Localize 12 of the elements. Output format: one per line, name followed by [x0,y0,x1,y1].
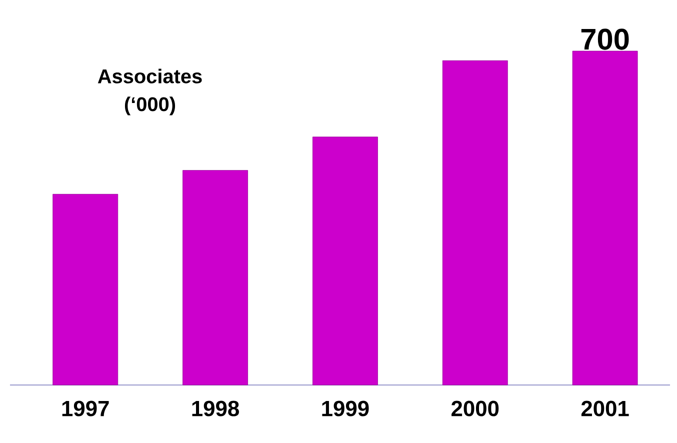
text: Associates (‘000) [98,68,202,116]
x-tick-label: 1997 [62,400,109,416]
bar [442,60,508,386]
x-tick-label: 1999 [322,400,369,416]
data-label: 700 [581,28,629,50]
x-tick-label: 2001 [581,400,629,416]
x-tick-label: 1998 [192,400,239,416]
bar [572,50,638,386]
bar [52,194,118,386]
bar [312,136,378,386]
bar [182,170,248,386]
x-tick-label: 2000 [452,400,499,416]
